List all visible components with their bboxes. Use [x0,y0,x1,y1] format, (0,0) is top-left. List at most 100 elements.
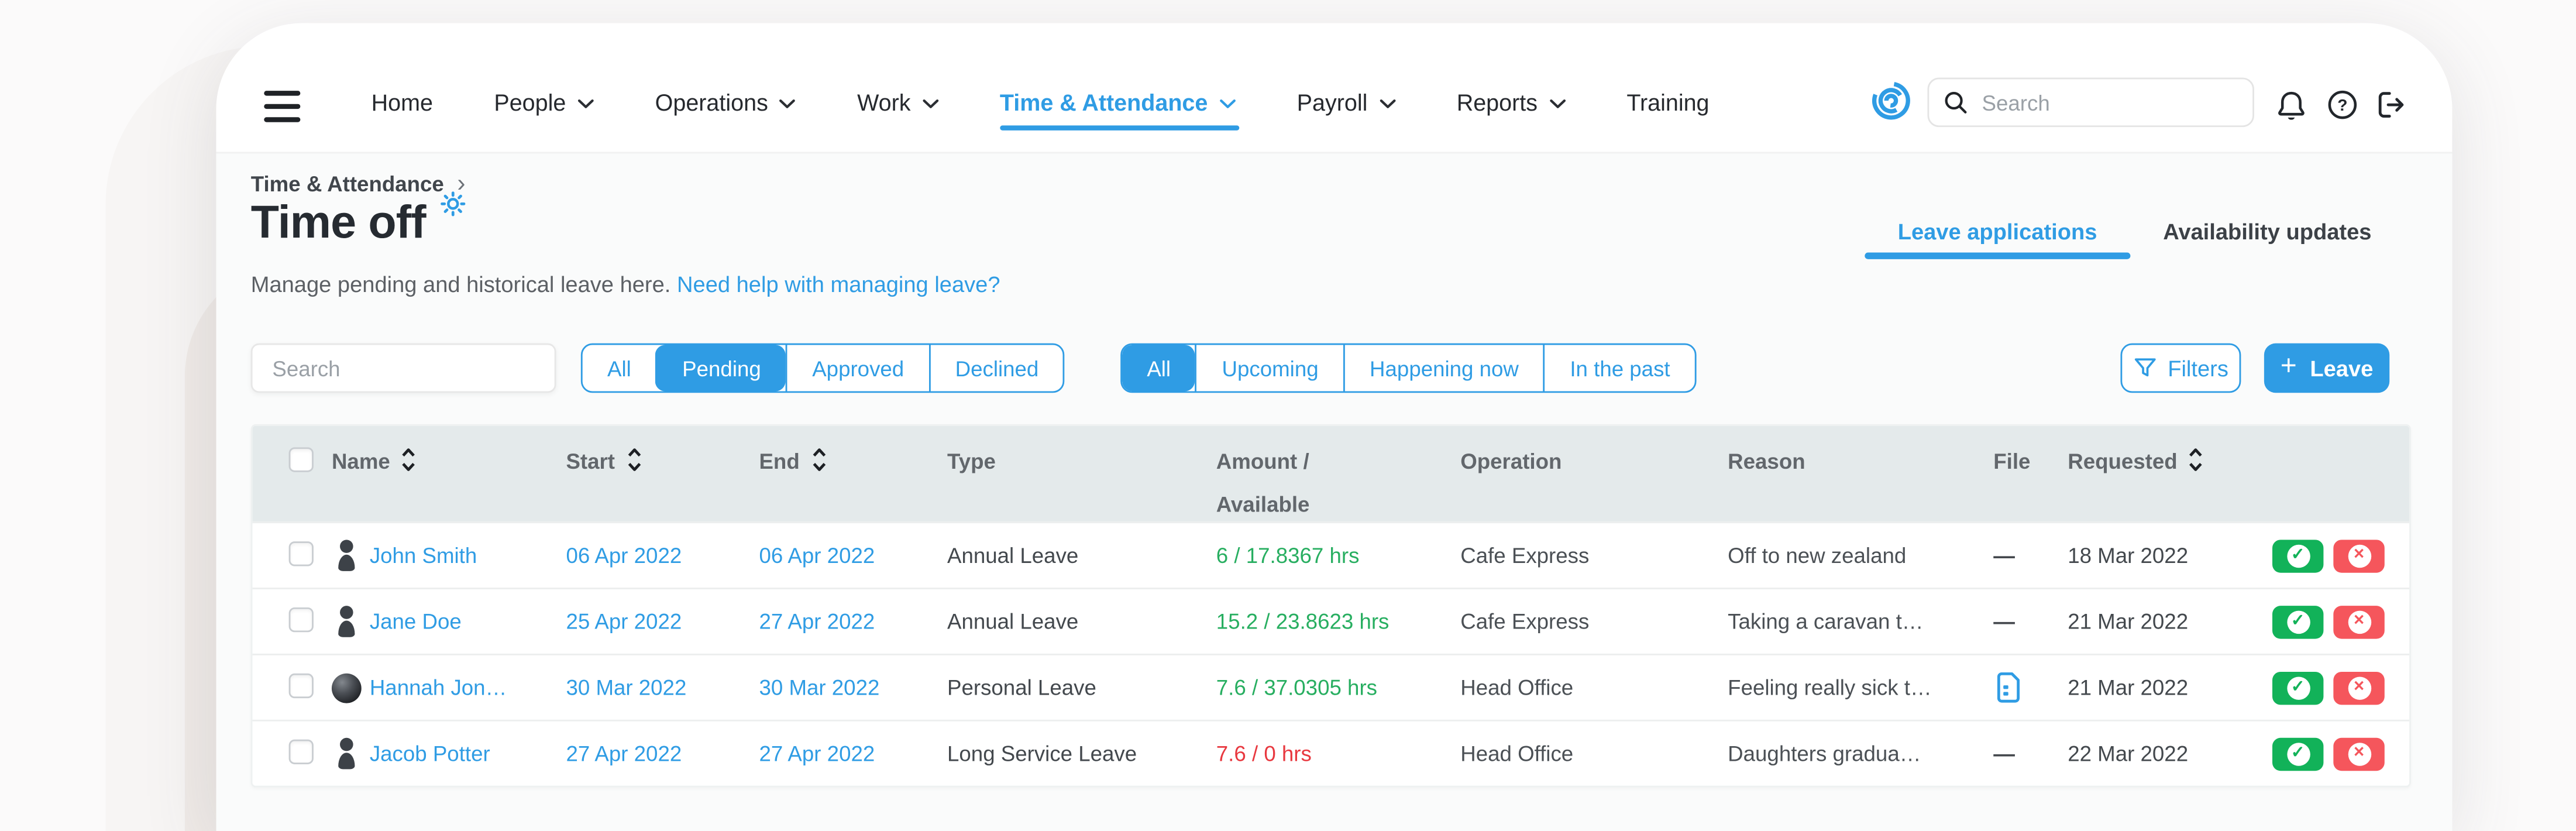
nav-label: Work [857,89,911,116]
approve-button[interactable]: ✓ [2272,538,2324,572]
operation: Head Office [1460,741,1574,766]
column-header-operation: Operation [1460,449,1562,474]
start-date-link[interactable]: 27 Apr 2022 [566,741,682,766]
column-header-start[interactable]: Start [566,426,759,522]
decline-button[interactable]: × [2333,671,2385,704]
notifications-bell-icon[interactable] [2276,89,2307,122]
nav-item-time-attendance[interactable]: Time & Attendance [999,89,1240,131]
reason: Feeling really sick t… [1728,675,1932,700]
column-header-requested[interactable]: Requested [2068,426,2226,522]
reason: Taking a caravan t… [1728,609,1924,634]
timeframe-filter-all[interactable]: All [1122,345,1196,392]
row-checkbox[interactable] [288,606,314,631]
nav-item-training[interactable]: Training [1626,89,1709,115]
subtitle-text: Manage pending and historical leave here… [250,272,671,297]
tab-availability-updates[interactable]: Availability updates [2163,219,2372,245]
logout-icon[interactable] [2375,89,2406,121]
nav-item-home[interactable]: Home [372,89,433,115]
chevron-down-icon [1379,99,1395,108]
leave-type: Annual Leave [947,542,1079,568]
reason: Daughters gradua… [1728,741,1921,766]
decline-button[interactable]: × [2333,737,2385,770]
chevron-down-icon [923,99,938,108]
employee-name-link[interactable]: Jane Doe [369,609,462,634]
start-date-link[interactable]: 30 Mar 2022 [566,675,687,700]
help-icon[interactable]: ? [2327,89,2358,121]
employee-name-link[interactable]: John Smith [369,542,477,568]
funnel-icon [2134,358,2155,377]
settings-gear-icon[interactable] [441,191,466,217]
amount-available: 15.2 / 23.8623 hrs [1216,609,1390,634]
nav-label: Reports [1456,89,1538,116]
plus-icon: + [2280,349,2297,382]
table-row: Hannah Jon… 30 Mar 2022 30 Mar 2022 Pers… [252,653,2410,720]
column-header-name[interactable]: Name [332,426,566,522]
row-checkbox[interactable] [288,672,314,698]
timeframe-filter-group: All Upcoming Happening now In the past [1120,343,1697,393]
tab-leave-applications[interactable]: Leave applications [1865,219,2130,259]
breadcrumb-section[interactable]: Time & Attendance [250,171,444,197]
decline-button[interactable]: × [2333,605,2385,638]
amount-available: 6 / 17.8367 hrs [1216,542,1360,568]
status-filter-pending[interactable]: Pending [656,345,786,392]
nav-item-reports[interactable]: Reports [1457,89,1566,115]
timeframe-filter-in-the-past[interactable]: In the past [1543,345,1695,392]
end-date-link[interactable]: 27 Apr 2022 [759,741,875,766]
sort-icon [627,448,641,471]
approve-button[interactable]: ✓ [2272,671,2324,704]
sort-icon [403,448,416,471]
status-filter-group: All Pending Approved Declined [580,343,1065,393]
global-search [1927,77,2254,128]
menu-icon[interactable] [264,91,301,122]
status-filter-all[interactable]: All [607,355,631,381]
search-icon [1945,91,1967,114]
status-filter-declined[interactable]: Declined [928,345,1064,392]
row-checkbox[interactable] [288,739,314,764]
avatar [331,672,362,703]
amount-available: 7.6 / 0 hrs [1216,741,1312,766]
leave-type: Personal Leave [947,675,1096,700]
select-all-checkbox[interactable] [288,447,314,472]
end-date-link[interactable]: 06 Apr 2022 [759,542,875,568]
reason: Off to new zealand [1728,542,1907,568]
app-window: Home People Operations Work Time & Atten… [216,23,2453,831]
column-header-end[interactable]: End [759,426,947,522]
start-date-link[interactable]: 06 Apr 2022 [566,542,682,568]
column-header-file: File [1993,449,2031,474]
attachment-file-icon[interactable] [1995,672,2021,703]
page-subtitle: Manage pending and historical leave here… [251,272,1000,297]
row-checkbox[interactable] [288,540,314,566]
table-header: Name Start End Type Amount / Available O… [252,425,2410,522]
start-date-link[interactable]: 25 Apr 2022 [566,609,682,634]
avatar [332,737,362,770]
approve-button[interactable]: ✓ [2272,737,2324,770]
operation: Cafe Express [1460,542,1590,568]
end-date-link[interactable]: 30 Mar 2022 [759,675,880,700]
brand-spiral-logo[interactable] [1870,79,1913,122]
nav-item-payroll[interactable]: Payroll [1297,89,1396,115]
search-input[interactable] [1927,77,2254,128]
help-link[interactable]: Need help with managing leave? [677,272,1000,297]
decline-button[interactable]: × [2333,538,2385,572]
filters-button[interactable]: Filters [2120,343,2241,393]
status-filter-approved[interactable]: Approved [786,345,928,392]
nav-item-people[interactable]: People [494,89,594,115]
sort-icon [812,448,825,471]
employee-name-link[interactable]: Jacob Potter [369,741,490,766]
add-leave-button[interactable]: + Leave [2264,343,2390,393]
timeframe-filter-upcoming[interactable]: Upcoming [1195,345,1343,392]
sort-icon [2190,448,2203,471]
page-title-text: Time off [250,196,427,248]
nav-item-work[interactable]: Work [857,89,938,115]
table-search-input[interactable] [250,343,556,393]
avatar [332,540,362,571]
svg-text:?: ? [2337,95,2347,114]
table-row: Jacob Potter 27 Apr 2022 27 Apr 2022 Lon… [252,719,2410,786]
filters-button-label: Filters [2168,355,2228,381]
end-date-link[interactable]: 27 Apr 2022 [759,609,875,634]
avatar [332,606,362,637]
employee-name-link[interactable]: Hannah Jon… [369,675,507,700]
approve-button[interactable]: ✓ [2272,605,2324,638]
nav-item-operations[interactable]: Operations [655,89,796,115]
timeframe-filter-happening-now[interactable]: Happening now [1343,345,1543,392]
